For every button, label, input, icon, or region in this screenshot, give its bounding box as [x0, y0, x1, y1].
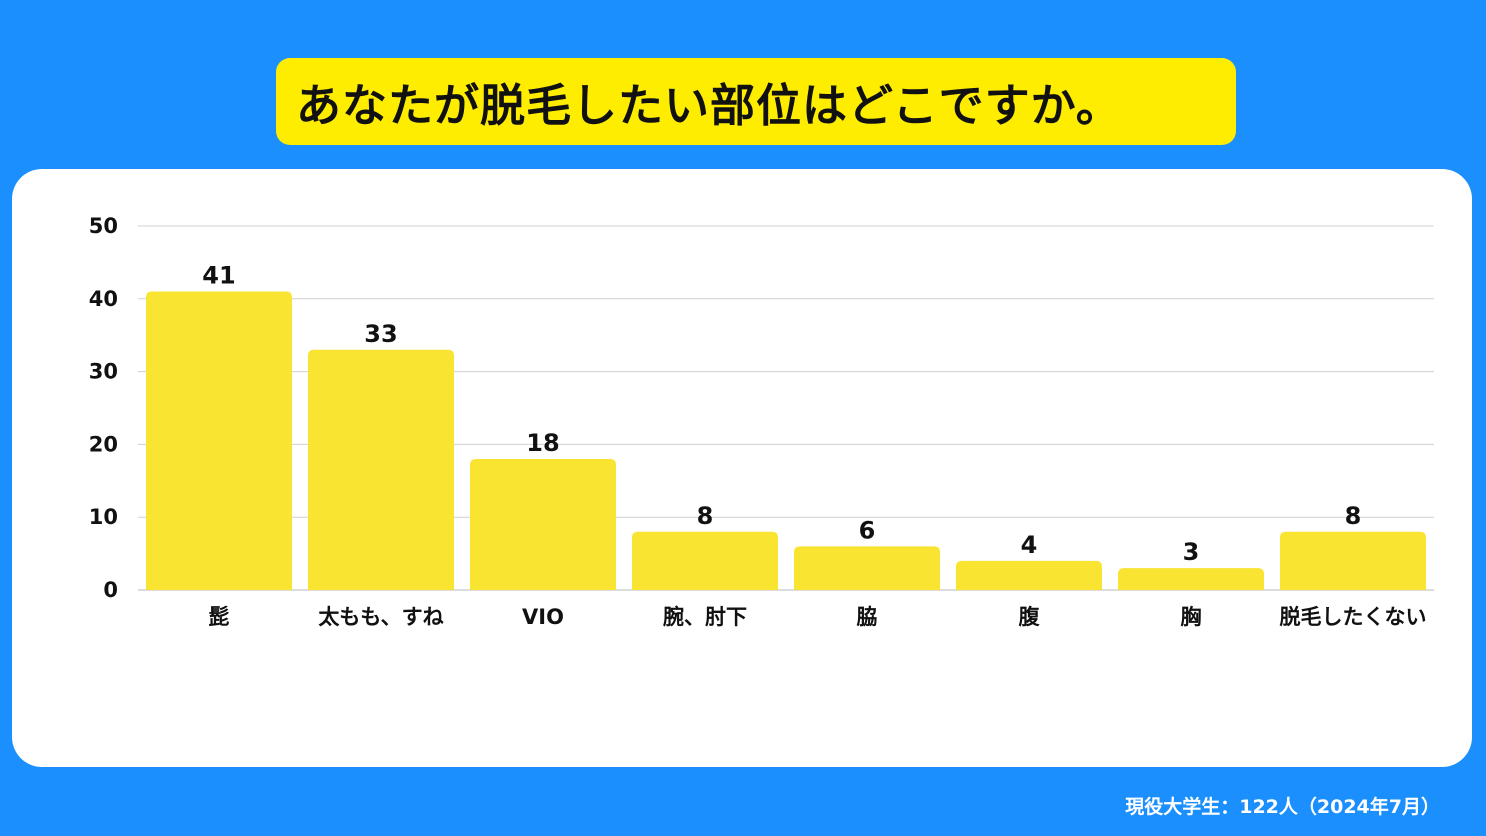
- category-label: 腹: [1019, 605, 1041, 629]
- y-tick-label: 0: [103, 578, 118, 602]
- category-label: 髭: [209, 605, 230, 629]
- category-label: 胸: [1181, 605, 1202, 629]
- value-label: 6: [859, 516, 876, 544]
- category-label: 脱毛したくない: [1280, 605, 1427, 629]
- bar: [794, 546, 940, 590]
- category-label: VIO: [522, 605, 564, 629]
- y-tick-label: 30: [89, 360, 118, 384]
- category-label: 脇: [857, 605, 878, 629]
- category-label: 太もも、すね: [318, 605, 443, 629]
- bar: [1280, 531, 1426, 590]
- value-label: 18: [526, 429, 559, 457]
- bar: [632, 531, 778, 590]
- value-label: 8: [1345, 502, 1362, 530]
- chart-card: 0 10 20 30 40 50 41 髭 33 太もも、すね 18 VIO 8 腕、肘下 6 脇 4 腹 3 胸 8 脱…: [12, 169, 1472, 767]
- bar-chart: 0 10 20 30 40 50 41 髭 33 太もも、すね 18 VIO 8 腕、肘下 6 脇 4 腹 3 胸 8 脱…: [89, 214, 1434, 629]
- y-tick-label: 10: [89, 505, 118, 529]
- survey-footnote: 現役大学生：122人（2024年7月）: [1125, 796, 1440, 818]
- bar: [146, 291, 292, 590]
- value-label: 8: [697, 502, 714, 530]
- y-tick-label: 40: [89, 287, 118, 311]
- bar: [1118, 568, 1264, 590]
- value-label: 3: [1183, 538, 1200, 566]
- y-tick-label: 20: [89, 432, 118, 456]
- chart-title: あなたが脱毛したい部位はどこですか。: [296, 79, 1122, 132]
- bar: [956, 560, 1102, 590]
- title-banner: あなたが脱毛したい部位はどこですか。: [276, 58, 1236, 145]
- bar: [470, 458, 616, 590]
- bar: [308, 349, 454, 590]
- value-label: 41: [202, 262, 235, 290]
- value-label: 33: [364, 320, 397, 348]
- y-tick-label: 50: [89, 214, 118, 238]
- value-label: 4: [1021, 531, 1038, 559]
- category-label: 腕、肘下: [663, 605, 747, 629]
